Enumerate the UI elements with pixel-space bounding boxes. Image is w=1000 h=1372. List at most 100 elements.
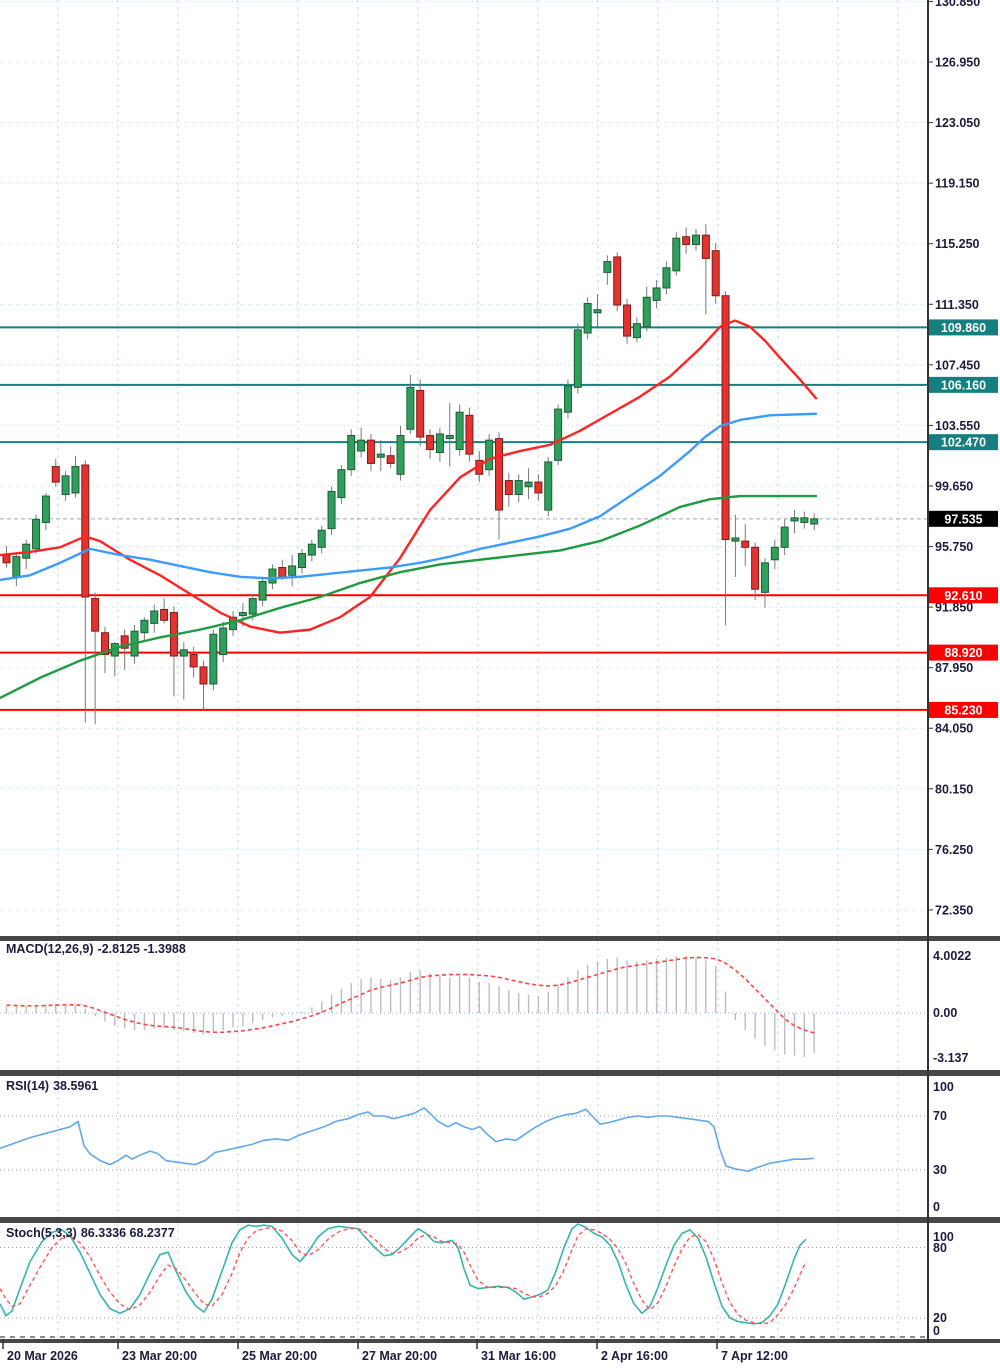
bull-candle: [642, 296, 651, 328]
bull-candle: [780, 526, 789, 548]
support-badge-label: 92.610: [944, 589, 982, 603]
bull-candle: [731, 537, 740, 542]
macd-axis-label: -3.137: [933, 1051, 968, 1065]
bear-candle: [495, 438, 503, 511]
time-axis-label: 7 Apr 12:00: [721, 1349, 788, 1363]
bear-candle: [465, 414, 474, 455]
rsi-title: RSI(14): [6, 1079, 50, 1093]
price-axis-label: 91.850: [935, 601, 973, 615]
bull-candle: [790, 517, 799, 522]
bull-candle: [376, 453, 385, 458]
macd-axis-label: 0.00: [933, 1006, 957, 1020]
stoch-axis-label: 0: [933, 1324, 940, 1338]
bear-candle: [534, 481, 543, 494]
price-axis-label: 87.950: [935, 661, 973, 675]
bull-candle: [396, 434, 405, 475]
bear-candle: [711, 250, 720, 297]
stoch-indicator-label: Stoch(5,3,3) 86.3336 68.2377: [6, 1226, 179, 1240]
bull-candle: [662, 267, 671, 289]
price-axis-label: 84.050: [935, 722, 973, 736]
bull-candle: [347, 434, 356, 471]
macd-indicator-label: MACD(12,26,9) -2.8125 -1.3988: [6, 942, 190, 956]
time-axis-label: 23 Mar 20:00: [122, 1349, 197, 1363]
price-axis-label: 130.850: [935, 0, 980, 9]
support-badge: [929, 587, 998, 604]
bull-candle: [140, 619, 149, 634]
bear-candle: [426, 434, 435, 450]
bull-candle: [238, 612, 247, 617]
bull-candle: [12, 556, 21, 578]
ma-red-line: [0, 319, 818, 634]
support-badge-label: 85.230: [944, 703, 982, 717]
price-axis-label: 111.350: [935, 298, 979, 312]
resistance-badge: [929, 319, 998, 336]
bear-candle: [81, 464, 90, 598]
bull-candle: [672, 237, 681, 272]
bear-candle: [701, 234, 710, 259]
macd-axis-label: 4.0022: [933, 949, 971, 963]
bear-candle: [278, 567, 287, 578]
price-axis-label: 123.050: [935, 116, 980, 130]
bear-candle: [101, 632, 109, 655]
bear-candle: [51, 466, 60, 483]
bull-candle: [258, 580, 267, 601]
stoch-title: Stoch(5,3,3): [6, 1226, 77, 1240]
bear-candle: [751, 546, 760, 590]
price-axis-label: 119.150: [935, 177, 980, 191]
bear-candle: [366, 439, 375, 464]
macd-histogram: [5, 956, 815, 1058]
bear-candle: [160, 608, 169, 621]
bear-candle: [199, 666, 208, 685]
bull-candle: [268, 568, 277, 584]
bull-candle: [209, 633, 218, 685]
bear-candle: [623, 304, 632, 337]
bear-candle: [91, 598, 100, 632]
stoch-axis-label: 20: [933, 1311, 947, 1325]
rsi-axis-label: 30: [933, 1163, 947, 1177]
bull-candle: [41, 495, 50, 523]
time-axis-label: 25 Mar 20:00: [242, 1349, 317, 1363]
bear-candle: [120, 635, 129, 649]
bull-candle: [435, 433, 444, 454]
resistance-badge: [929, 434, 998, 451]
stoch-values: 86.3336 68.2377: [80, 1226, 175, 1240]
stoch-k-line: [0, 1223, 807, 1325]
bull-candle: [219, 627, 228, 655]
bear-candle: [189, 653, 198, 668]
resistance-badge-label: 106.160: [941, 378, 986, 392]
panel-separator: [0, 1217, 1000, 1223]
bull-candle: [71, 466, 80, 494]
bull-candle: [524, 481, 533, 488]
resistance-badge-label: 109.860: [941, 321, 986, 335]
bull-candle: [455, 411, 464, 450]
price-axis-label: 99.650: [935, 479, 973, 493]
panel-separator: [0, 1339, 1000, 1343]
bull-candle: [317, 529, 326, 548]
bull-candle: [337, 469, 346, 499]
rsi-indicator-label: RSI(14) 38.5961: [6, 1079, 102, 1093]
bull-candle: [563, 385, 572, 413]
bull-candle: [32, 518, 41, 550]
time-axis-label: 20 Mar 2026: [7, 1349, 78, 1363]
current-price-badge: [929, 510, 998, 527]
bull-candle: [692, 234, 700, 245]
stoch-d-line: [0, 1226, 807, 1325]
bull-candle: [288, 565, 297, 576]
bull-candle: [485, 439, 494, 471]
bull-candle: [800, 517, 809, 523]
stoch-axis-label: 80: [933, 1241, 947, 1255]
time-axis-label: 31 Mar 16:00: [481, 1349, 556, 1363]
bull-candle: [760, 562, 769, 593]
bear-candle: [741, 540, 750, 548]
bull-candle: [514, 480, 523, 496]
bull-candle: [150, 610, 159, 624]
stoch-axis-label: 100: [933, 1230, 954, 1244]
price-axis-label: 107.450: [935, 358, 980, 372]
panel-separator: [0, 936, 1000, 941]
bear-candle: [2, 554, 11, 564]
bull-candle: [357, 439, 366, 452]
time-axis-label: 2 Apr 16:00: [601, 1349, 668, 1363]
rsi-axis-label: 100: [933, 1080, 954, 1094]
current-price-badge-label: 97.535: [944, 512, 982, 526]
